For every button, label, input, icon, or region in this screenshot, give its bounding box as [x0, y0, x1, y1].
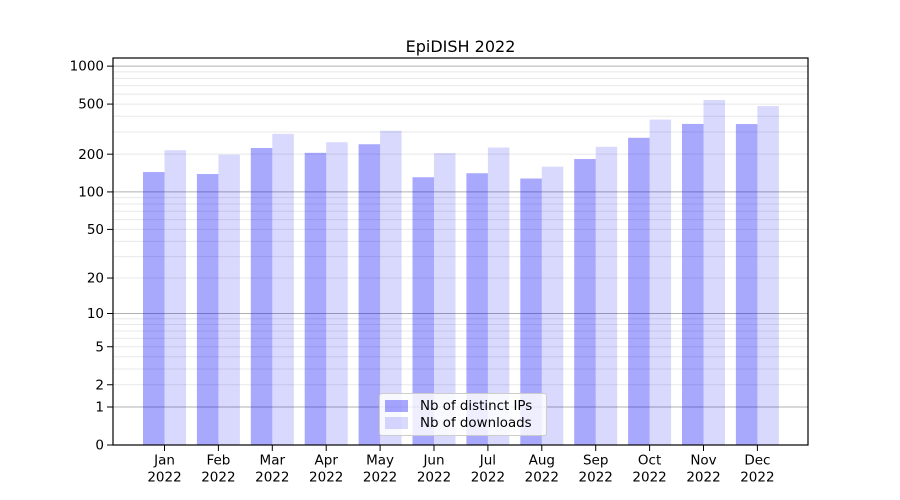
y-tick-label-20: 20 — [87, 271, 104, 287]
bar-downloads-may — [380, 130, 402, 445]
y-tick-label-5: 5 — [95, 339, 104, 355]
x-tick-label-month-apr: Apr — [315, 453, 339, 469]
legend-label-downloads: Nb of downloads — [420, 415, 532, 431]
bar-downloads-aug — [541, 166, 564, 445]
bar-distinct-ips-jan — [143, 172, 165, 446]
x-tick-label-year-oct: 2022 — [632, 470, 666, 486]
chart-title: EpiDISH 2022 — [405, 37, 516, 56]
x-tick-label-month-oct: Oct — [638, 453, 661, 469]
x-tick-label-year-apr: 2022 — [309, 470, 343, 486]
plot-border — [112, 57, 809, 446]
x-tick-label-year-jan: 2022 — [147, 470, 181, 486]
y-tick-label-1000: 1000 — [70, 59, 104, 75]
bar-downloads-sep — [595, 146, 618, 445]
x-tick-label-month-may: May — [366, 453, 394, 469]
bar-downloads-apr — [326, 142, 348, 445]
x-tick-label-month-jun: Jun — [422, 453, 444, 469]
bar-downloads-jan — [164, 150, 186, 445]
bar-distinct-ips-apr — [304, 152, 327, 445]
bar-downloads-jul — [487, 147, 510, 445]
y-tick-label-0: 0 — [95, 438, 104, 454]
legend-swatch-downloads — [385, 417, 408, 429]
bar-downloads-jun — [434, 153, 456, 445]
bar-downloads-nov — [703, 99, 725, 445]
x-tick-label-year-may: 2022 — [363, 470, 397, 486]
bar-downloads-mar — [272, 133, 294, 446]
bar-distinct-ips-mar — [250, 147, 273, 445]
x-tick-label-month-jan: Jan — [153, 453, 175, 469]
y-tick-label-500: 500 — [78, 97, 104, 113]
x-tick-label-year-nov: 2022 — [686, 470, 720, 486]
x-tick-label-year-jul: 2022 — [471, 470, 505, 486]
legend-label-distinct-ips: Nb of distinct IPs — [420, 398, 533, 414]
x-tick-label-month-aug: Aug — [529, 453, 555, 469]
x-tick-label-month-nov: Nov — [690, 453, 716, 469]
x-tick-label-month-jul: Jul — [479, 453, 496, 469]
x-tick-label-year-mar: 2022 — [255, 470, 289, 486]
x-tick-label-month-dec: Dec — [744, 453, 770, 469]
x-tick-label-year-feb: 2022 — [201, 470, 235, 486]
legend-item-distinct-ips: Nb of distinct IPs — [385, 398, 540, 414]
y-tick-label-2: 2 — [95, 377, 104, 393]
x-tick-label-month-sep: Sep — [583, 453, 608, 469]
bar-distinct-ips-aug — [520, 178, 542, 445]
x-tick-label-month-mar: Mar — [260, 453, 286, 469]
y-tick-label-1: 1 — [95, 400, 104, 416]
legend-item-downloads: Nb of downloads — [385, 415, 540, 431]
bar-downloads-feb — [218, 154, 240, 445]
x-tick-label-month-feb: Feb — [206, 453, 230, 469]
bar-distinct-ips-dec — [735, 124, 758, 445]
bar-distinct-ips-may — [358, 144, 381, 445]
bar-distinct-ips-nov — [682, 123, 704, 445]
y-tick-label-10: 10 — [87, 306, 104, 322]
x-tick-label-year-jun: 2022 — [417, 470, 451, 486]
bar-distinct-ips-jul — [466, 173, 488, 445]
x-tick-label-year-dec: 2022 — [740, 470, 774, 486]
bar-distinct-ips-jun — [412, 177, 434, 446]
bar-downloads-oct — [649, 119, 672, 446]
bar-distinct-ips-feb — [196, 174, 219, 446]
y-tick-label-100: 100 — [78, 185, 104, 201]
y-tick-label-50: 50 — [87, 222, 104, 238]
bar-distinct-ips-oct — [628, 137, 650, 446]
y-tick-label-200: 200 — [78, 147, 104, 163]
legend-swatch-distinct-ips — [385, 400, 408, 412]
bar-distinct-ips-sep — [574, 159, 596, 445]
legend: Nb of distinct IPs Nb of downloads — [379, 393, 547, 436]
bar-downloads-dec — [757, 106, 779, 445]
x-tick-label-year-sep: 2022 — [579, 470, 613, 486]
x-tick-label-year-aug: 2022 — [525, 470, 559, 486]
